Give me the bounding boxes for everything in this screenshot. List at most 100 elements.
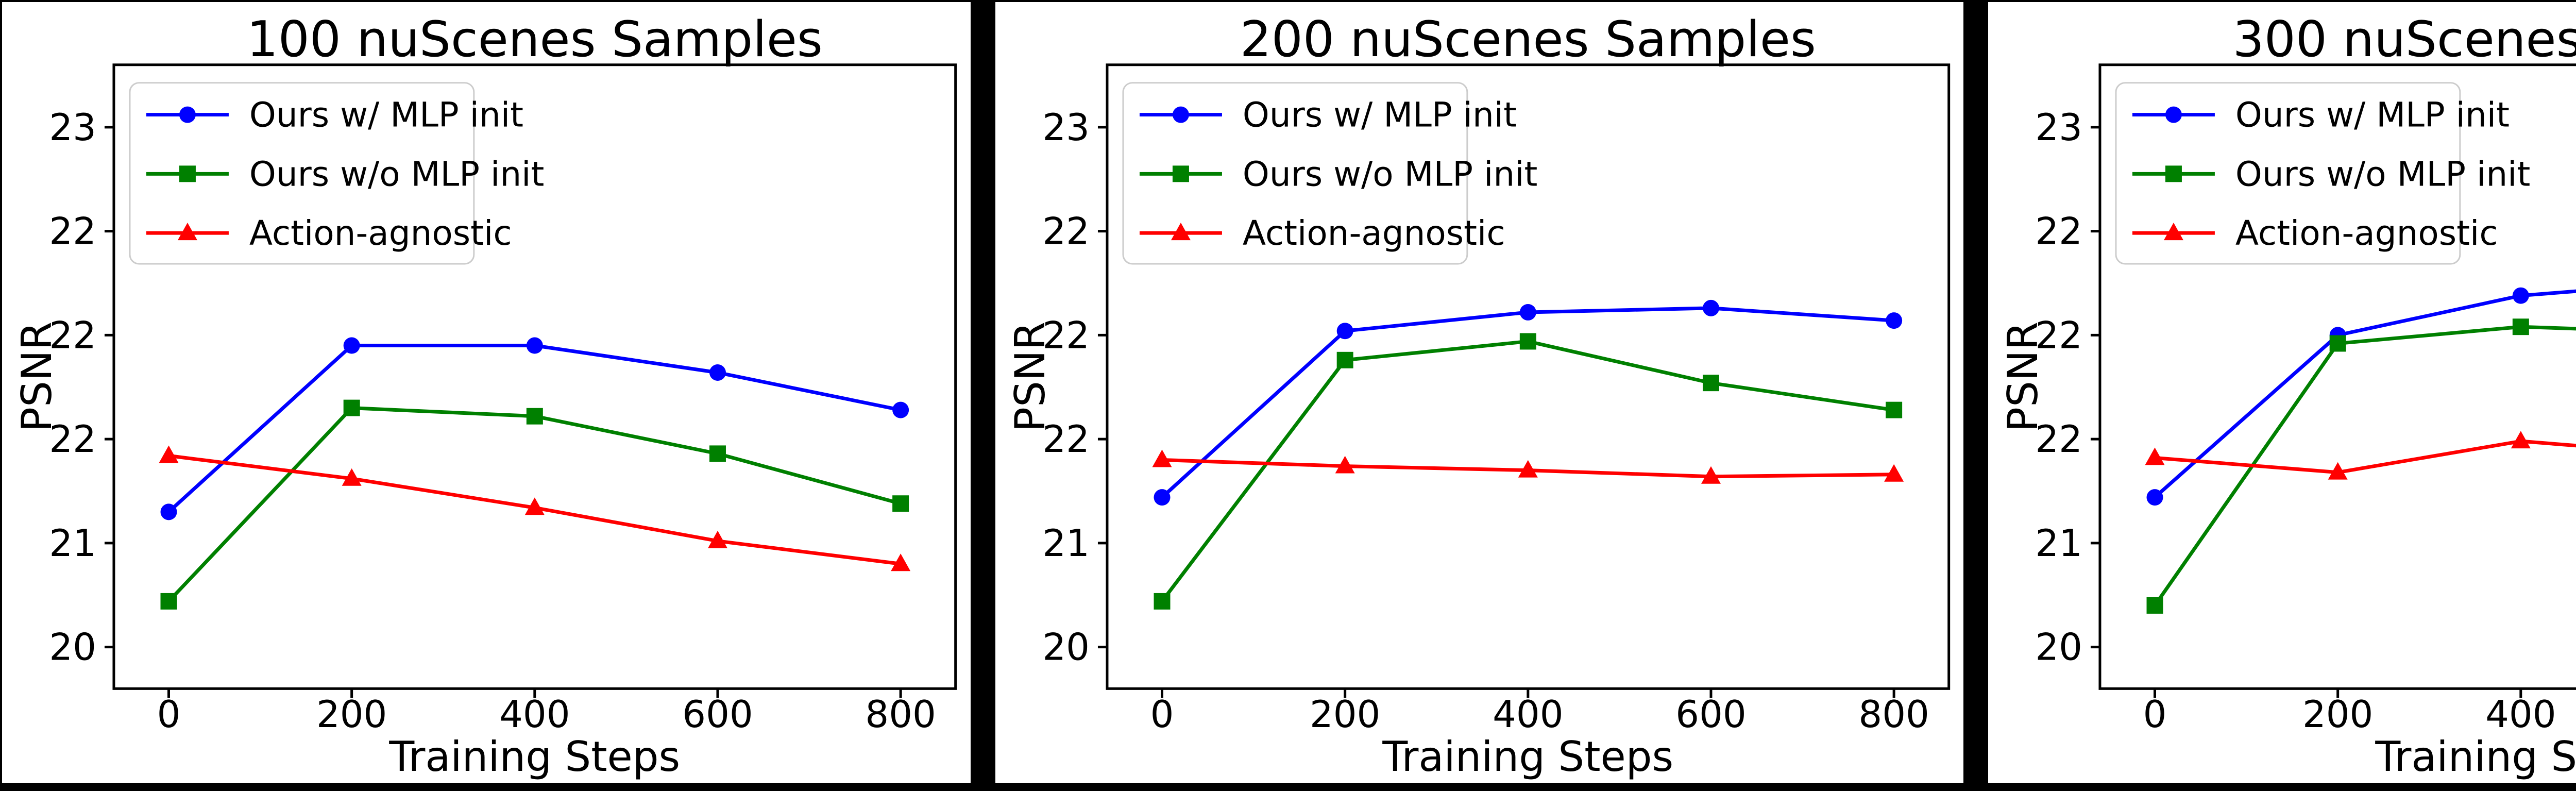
chart-2: 300 nuScenes Samples23222222212002004006… (1988, 2, 2576, 783)
data-point-1-2 (526, 408, 543, 425)
data-point-0-4 (1885, 312, 1902, 329)
legend-box (129, 82, 475, 265)
data-point-1-1 (1336, 351, 1353, 368)
legend-marker-0 (1172, 106, 1189, 123)
data-point-1-0 (2146, 597, 2163, 614)
legend-marker-0 (2165, 106, 2182, 123)
legend-marker-0 (179, 106, 196, 123)
y-tick-label: 23 (1042, 106, 1090, 149)
x-tick-label: 200 (316, 693, 387, 736)
x-tick-label: 600 (1675, 693, 1746, 736)
y-axis-label: PSNR (1006, 322, 1054, 432)
x-tick-label: 800 (1858, 693, 1929, 736)
data-point-1-1 (343, 399, 360, 416)
data-point-1-2 (1519, 333, 1536, 350)
x-tick-label: 0 (1150, 693, 1174, 736)
data-point-1-4 (1885, 401, 1902, 418)
legend: Ours w/ MLP init Ours w/o MLP init Action-… (1122, 82, 1537, 265)
data-point-0-0 (160, 503, 177, 520)
legend-label-0: Ours w/ MLP init (1243, 95, 1517, 135)
legend: Ours w/ MLP init Ours w/o MLP init Action-… (2115, 82, 2531, 265)
legend-label-1: Ours w/o MLP init (1243, 154, 1537, 194)
data-point-0-1 (1336, 323, 1353, 340)
y-tick-label: 22 (49, 210, 96, 253)
legend-label-2: Action-agnostic (2235, 213, 2498, 253)
y-tick-label: 21 (1042, 521, 1090, 565)
legend-box (1122, 82, 1468, 265)
data-point-2-0 (1152, 449, 1172, 467)
legend-label-0: Ours w/ MLP init (249, 95, 523, 135)
data-point-2-1 (342, 468, 362, 486)
data-point-0-4 (892, 401, 909, 418)
legend: Ours w/ MLP init Ours w/o MLP init Action-… (129, 82, 544, 265)
data-point-2-4 (1884, 464, 1904, 482)
data-point-0-0 (1154, 489, 1171, 506)
x-tick-label: 800 (865, 693, 936, 736)
data-point-1-0 (1154, 593, 1171, 610)
legend-marker-2 (177, 223, 197, 241)
data-point-0-0 (2146, 489, 2163, 506)
data-point-0-1 (343, 337, 360, 354)
x-tick-label: 200 (2302, 693, 2373, 736)
legend-marker-1 (2165, 165, 2182, 182)
panel-title: 300 nuScenes Samples (2233, 10, 2576, 68)
y-tick-label: 23 (2036, 106, 2083, 149)
panel-100-samples: 100 nuScenes Samples 23 22 22 22 21 20 0 200 400 6… (2, 2, 971, 783)
data-point-2-2 (1518, 460, 1538, 478)
y-tick-label: 20 (49, 626, 96, 669)
x-axis-label: Training Steps (1382, 733, 1673, 781)
x-tick-label: 600 (682, 693, 753, 736)
x-tick-label: 0 (157, 693, 181, 736)
y-tick-label: 22 (1042, 210, 1090, 253)
y-tick-label: 22 (1042, 313, 1090, 357)
legend-label-2: Action-agnostic (249, 213, 512, 253)
x-tick-label: 400 (2485, 693, 2556, 736)
data-point-2-0 (159, 445, 179, 463)
y-tick-label: 22 (2036, 417, 2083, 461)
panel-divider (970, 2, 995, 783)
y-tick-label: 21 (49, 521, 96, 565)
data-point-2-4 (891, 553, 911, 571)
y-tick-label: 22 (49, 417, 96, 461)
x-tick-label: 0 (2143, 693, 2167, 736)
x-axis-label: Training Steps (388, 733, 680, 781)
legend-marker-2 (1171, 223, 1191, 241)
y-axis-label: PSNR (13, 322, 61, 432)
data-point-2-3 (1701, 466, 1721, 484)
data-point-0-2 (2513, 287, 2530, 304)
y-tick-label: 22 (1042, 417, 1090, 461)
data-point-1-2 (2513, 318, 2530, 335)
data-point-1-4 (892, 495, 909, 512)
data-point-0-2 (526, 337, 543, 354)
legend-label-1: Ours w/o MLP init (2235, 154, 2530, 194)
panel-200-samples: 200 nuScenes Samples 23 22 22 22 21 20 0 200 400 6… (995, 2, 1964, 783)
data-point-0-2 (1519, 304, 1536, 321)
legend-marker-1 (1172, 165, 1189, 182)
x-tick-label: 200 (1310, 693, 1380, 736)
data-point-1-1 (2330, 335, 2347, 352)
panel-divider (1963, 2, 1989, 783)
y-axis-label: PSNR (1999, 322, 2047, 432)
x-axis-label: Training Steps (2375, 733, 2576, 781)
legend-label-1: Ours w/o MLP init (249, 154, 544, 194)
data-point-2-1 (2328, 462, 2348, 480)
data-point-0-3 (709, 364, 726, 381)
legend-marker-2 (2164, 223, 2184, 241)
data-point-2-2 (524, 497, 545, 515)
data-point-1-3 (1702, 375, 1719, 392)
data-point-1-3 (709, 445, 726, 462)
panel-title: 100 nuScenes Samples (247, 10, 823, 68)
legend-box (2115, 82, 2461, 265)
y-tick-label: 22 (2036, 210, 2083, 253)
data-point-2-0 (2145, 447, 2165, 465)
y-tick-label: 22 (2036, 313, 2083, 357)
data-point-2-1 (1335, 456, 1355, 474)
data-point-0-3 (1702, 299, 1719, 316)
x-tick-label: 400 (499, 693, 570, 736)
y-tick-label: 20 (1042, 626, 1090, 669)
panel-300-samples: 300 nuScenes Samples23222222212002004006… (1988, 2, 2576, 783)
y-tick-label: 23 (49, 106, 96, 149)
